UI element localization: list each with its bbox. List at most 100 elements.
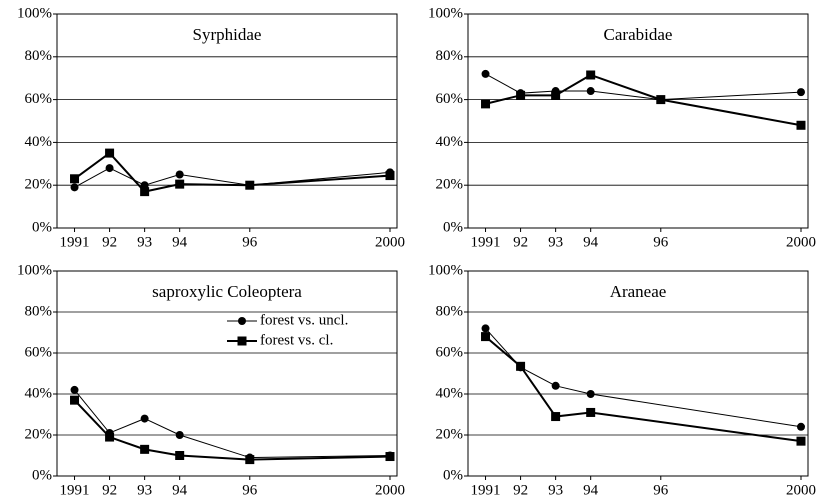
square-marker <box>140 444 150 454</box>
x-tick-label: 94 <box>583 234 599 250</box>
y-tick-label: 60% <box>25 344 53 360</box>
panel: 0% 20% 40% 60% 80% 100% 1991 92 93 94 96 2000 Aranea… <box>428 262 816 498</box>
y-tick-label: 100% <box>17 262 52 278</box>
y-tick-label: 40% <box>436 134 464 150</box>
series-line <box>74 389 390 459</box>
square-marker <box>105 148 115 158</box>
circle-marker <box>586 390 595 398</box>
legend-label: forest vs. cl. <box>260 332 333 348</box>
x-tick-label: 96 <box>242 482 258 498</box>
square-marker <box>516 90 526 100</box>
series-line <box>485 73 802 101</box>
x-tick-label: 2000 <box>786 234 816 250</box>
square-marker <box>245 180 255 190</box>
circle-marker <box>70 385 79 394</box>
x-tick-label: 96 <box>242 234 258 250</box>
x-tick-label: 92 <box>513 482 528 498</box>
chart-title: Araneae <box>610 282 667 301</box>
plot-frame <box>56 13 398 229</box>
x-tick-label: 1991 <box>60 482 90 498</box>
square-marker <box>796 120 806 130</box>
x-tick-label: 92 <box>102 482 117 498</box>
x-tick-label: 96 <box>653 234 669 250</box>
plot-frame <box>56 270 398 477</box>
square-marker <box>516 361 526 371</box>
circle-marker <box>175 170 184 179</box>
chart-title: saproxylic Coleoptera <box>152 282 302 301</box>
square-marker <box>551 90 561 100</box>
square-marker <box>70 174 80 184</box>
y-tick-label: 80% <box>436 48 464 64</box>
y-tick-label: 20% <box>436 177 464 193</box>
square-marker <box>175 451 185 460</box>
x-tick-label: 96 <box>653 482 669 498</box>
square-marker <box>385 171 395 181</box>
circle-marker <box>481 324 490 333</box>
y-tick-label: 0% <box>443 219 463 235</box>
y-tick-label: 100% <box>17 5 52 21</box>
series-line <box>73 151 391 193</box>
square-marker <box>586 407 596 417</box>
x-tick-label: 92 <box>513 234 528 250</box>
y-tick-label: 80% <box>25 303 53 319</box>
y-tick-label: 20% <box>25 426 53 442</box>
y-tick-label: 60% <box>436 91 464 107</box>
y-tick-label: 40% <box>436 385 464 401</box>
panel: 0% 20% 40% 60% 80% 100% 1991 92 93 94 96 2000 saprox… <box>17 262 405 498</box>
square-marker <box>551 412 561 422</box>
circle-marker <box>551 381 560 390</box>
circle-marker <box>796 88 805 97</box>
x-tick-label: 93 <box>548 482 563 498</box>
legend-marker <box>238 317 246 325</box>
square-marker <box>245 455 255 465</box>
x-tick-label: 2000 <box>786 482 816 498</box>
series-line <box>484 335 802 443</box>
square-marker <box>656 95 666 105</box>
x-tick-label: 94 <box>172 234 188 250</box>
square-marker <box>385 452 395 462</box>
x-tick-label: 94 <box>583 482 599 498</box>
y-tick-label: 20% <box>436 426 464 442</box>
x-tick-label: 1991 <box>60 234 90 250</box>
y-tick-label: 60% <box>25 91 53 107</box>
circle-marker <box>105 164 114 173</box>
y-tick-label: 20% <box>25 177 53 193</box>
x-tick-label: 92 <box>102 234 117 250</box>
x-tick-label: 93 <box>548 234 563 250</box>
square-marker <box>796 436 806 446</box>
circle-marker <box>175 431 184 439</box>
series-line <box>485 328 802 428</box>
x-tick-label: 1991 <box>471 234 501 250</box>
square-marker <box>586 70 596 80</box>
panel: 0% 20% 40% 60% 80% 100% 1991 92 93 94 96 2000 Syrphi… <box>17 5 405 250</box>
square-marker <box>481 332 491 342</box>
x-tick-label: 2000 <box>375 482 405 498</box>
chart-title: Carabidae <box>604 25 673 44</box>
y-tick-label: 100% <box>428 5 463 21</box>
square-marker <box>175 179 185 189</box>
y-tick-label: 60% <box>436 344 464 360</box>
y-tick-label: 40% <box>25 385 53 401</box>
circle-marker <box>140 414 149 423</box>
square-marker <box>481 99 491 109</box>
square-marker <box>70 395 80 405</box>
y-tick-label: 80% <box>25 48 53 64</box>
series-line <box>73 399 391 461</box>
plot-frame <box>467 13 809 229</box>
circle-marker <box>796 422 805 431</box>
x-tick-label: 94 <box>172 482 188 498</box>
plot-frame <box>467 270 809 477</box>
chart-title: Syrphidae <box>193 25 262 44</box>
panel: 0% 20% 40% 60% 80% 100% 1991 92 93 94 96 2000 Carabi… <box>428 5 816 250</box>
series-line <box>485 73 802 127</box>
legend-label: forest vs. uncl. <box>260 312 348 328</box>
circle-marker <box>586 87 595 96</box>
y-tick-label: 100% <box>428 262 463 278</box>
circle-marker <box>70 183 79 192</box>
x-tick-label: 1991 <box>471 482 501 498</box>
y-tick-label: 0% <box>32 467 52 483</box>
y-tick-label: 40% <box>25 134 53 150</box>
y-tick-label: 0% <box>32 219 52 235</box>
x-tick-label: 2000 <box>375 234 405 250</box>
